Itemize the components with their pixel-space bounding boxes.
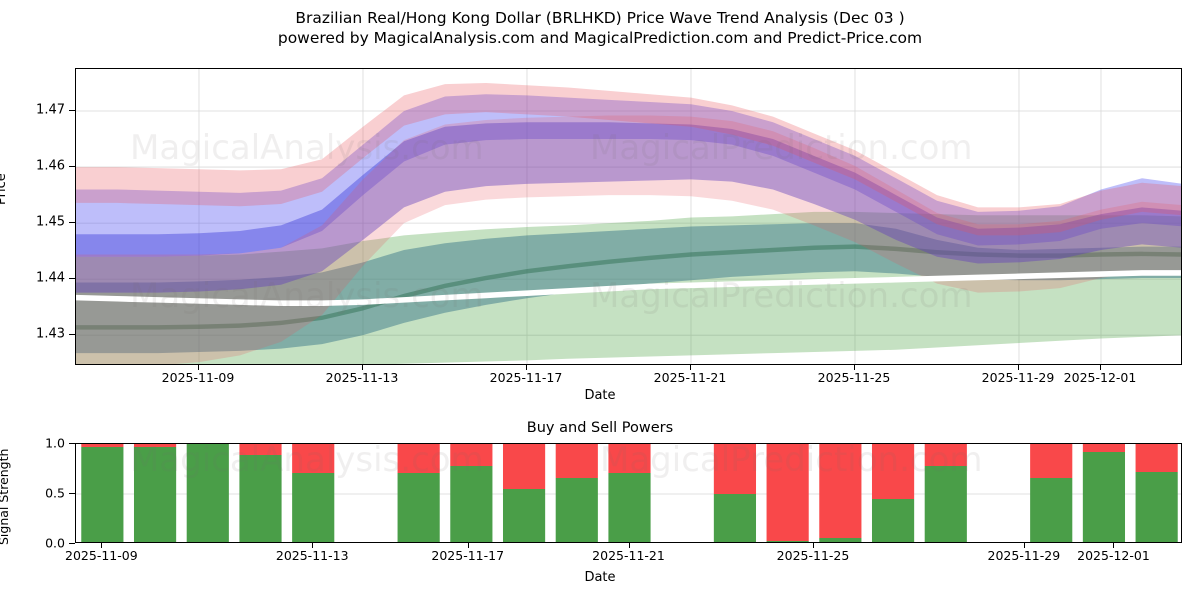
page-title: Brazilian Real/Hong Kong Dollar (BRLHKD)…: [0, 8, 1200, 48]
bars-x-tick-mark: [813, 543, 814, 548]
buy-bar-segment: [555, 478, 598, 542]
price-y-tick-label: 1.44: [36, 270, 65, 286]
price-y-tick-label: 1.43: [36, 326, 65, 342]
sell-bar-segment: [1082, 444, 1126, 452]
bars-x-axis-title: Date: [584, 570, 616, 585]
bars-x-tick-mark: [467, 543, 469, 548]
price-band-blue-teal-band: [76, 223, 1181, 354]
buy-sell-bars-svg: [76, 444, 1181, 542]
bars-y-tick-mark: [69, 493, 75, 494]
price-band-blue-mid-band: [76, 122, 1181, 293]
price-axis-title: Price: [0, 173, 9, 205]
buy-bar-segment: [133, 447, 177, 542]
price-x-tick-mark: [198, 365, 199, 370]
bars-x-tick-mark: [1023, 543, 1025, 548]
bars-y-tick-mark: [69, 443, 75, 444]
sell-bar-segment: [397, 444, 440, 473]
title-line-1: Brazilian Real/Hong Kong Dollar (BRLHKD)…: [295, 9, 905, 27]
sell-bar-segment: [133, 444, 177, 447]
price-x-tick-mark: [854, 365, 855, 370]
bars-y-tick-mark: [69, 543, 75, 544]
bars-chart-plot-area: [75, 443, 1182, 543]
price-band-red-lower-wedge: [76, 115, 1181, 364]
buy-bar-segment: [81, 447, 124, 542]
sell-bar-segment: [713, 444, 757, 494]
bars-y-tick-label: 0.5: [45, 485, 65, 501]
bars-x-tick-label: 2025-11-13: [275, 548, 349, 563]
price-x-tick-label: 2025-11-09: [161, 370, 235, 385]
bars-chart-title: Buy and Sell Powers: [526, 420, 674, 436]
price-y-tick-mark: [69, 110, 75, 112]
sell-bar-segment: [1030, 444, 1073, 478]
title-line-2: powered by MagicalAnalysis.com and Magic…: [277, 29, 923, 47]
price-x-tick-mark: [690, 365, 691, 370]
bars-y-tick-label: 1.0: [45, 435, 65, 451]
buy-bar-segment: [608, 473, 651, 542]
price-y-tick-label: 1.46: [36, 158, 65, 174]
price-band-green-dark-line-band: [76, 244, 1181, 330]
price-chart-plot-area: [75, 68, 1182, 365]
bars-x-tick-label: 2025-12-01: [1077, 548, 1150, 563]
buy-bar-segment: [292, 473, 335, 542]
price-x-tick-label: 2025-11-17: [489, 370, 563, 385]
price-x-tick-label: 2025-11-13: [325, 370, 399, 385]
price-x-tick-label: 2025-11-25: [817, 370, 891, 385]
sell-bar-segment: [1135, 444, 1178, 472]
sell-bar-segment: [292, 444, 335, 473]
bars-x-tick-label: 2025-11-25: [776, 548, 850, 563]
price-y-tick-mark: [69, 334, 75, 336]
sell-bar-segment: [819, 444, 862, 538]
price-x-tick-mark: [526, 365, 527, 370]
buy-bar-segment: [924, 466, 967, 542]
price-x-tick-label: 2025-11-21: [653, 370, 727, 385]
price-band-blue-upper-band: [76, 94, 1181, 257]
sell-bar-segment: [924, 444, 967, 466]
buy-bar-segment: [713, 494, 757, 542]
buy-bar-segment: [766, 541, 809, 542]
price-wave-svg: [76, 69, 1181, 364]
bars-y-tick-label: 0.0: [45, 535, 65, 551]
price-y-tick-mark: [69, 166, 75, 168]
buy-bar-segment: [819, 538, 862, 542]
buy-bar-segment: [1135, 472, 1178, 542]
price-y-tick-mark: [69, 278, 75, 280]
bars-x-tick-label: 2025-11-29: [987, 548, 1061, 563]
bars-x-tick-mark: [1113, 543, 1115, 548]
bars-x-tick-label: 2025-11-17: [431, 548, 505, 563]
price-x-tick-mark: [362, 365, 363, 370]
bars-x-tick-mark: [628, 543, 630, 548]
price-band-red-pink-band: [76, 83, 1181, 236]
price-x-tick-mark: [1100, 365, 1101, 370]
bars-x-tick-mark: [101, 543, 103, 548]
bars-x-tick-label: 2025-11-09: [65, 548, 138, 563]
price-band-white-separator: [76, 270, 1181, 307]
price-x-axis-title: Date: [584, 388, 616, 403]
buy-bar-segment: [502, 489, 546, 542]
price-y-tick-mark: [69, 222, 75, 224]
price-x-tick-label: 2025-11-29: [981, 370, 1055, 385]
sell-bar-segment: [239, 444, 282, 455]
sell-bar-segment: [555, 444, 598, 478]
sell-bar-segment: [502, 444, 546, 489]
sell-bar-segment: [450, 444, 493, 466]
price-x-tick-label: 2025-12-01: [1063, 370, 1137, 385]
buy-bar-segment: [1082, 452, 1126, 542]
buy-bar-segment: [1030, 478, 1073, 542]
sell-bar-segment: [871, 444, 915, 499]
buy-bar-segment: [239, 455, 282, 542]
sell-bar-segment: [608, 444, 651, 473]
price-y-tick-label: 1.45: [36, 214, 65, 230]
price-y-tick-label: 1.47: [36, 102, 65, 118]
buy-bar-segment: [871, 499, 915, 542]
buy-bar-segment: [450, 466, 493, 542]
price-x-tick-mark: [1018, 365, 1019, 370]
sell-bar-segment: [81, 444, 124, 447]
bars-x-tick-mark: [312, 543, 314, 548]
bars-x-tick-label: 2025-11-21: [592, 548, 665, 563]
buy-bar-segment: [186, 444, 229, 542]
sell-bar-segment: [766, 444, 809, 541]
buy-bar-segment: [397, 473, 440, 542]
